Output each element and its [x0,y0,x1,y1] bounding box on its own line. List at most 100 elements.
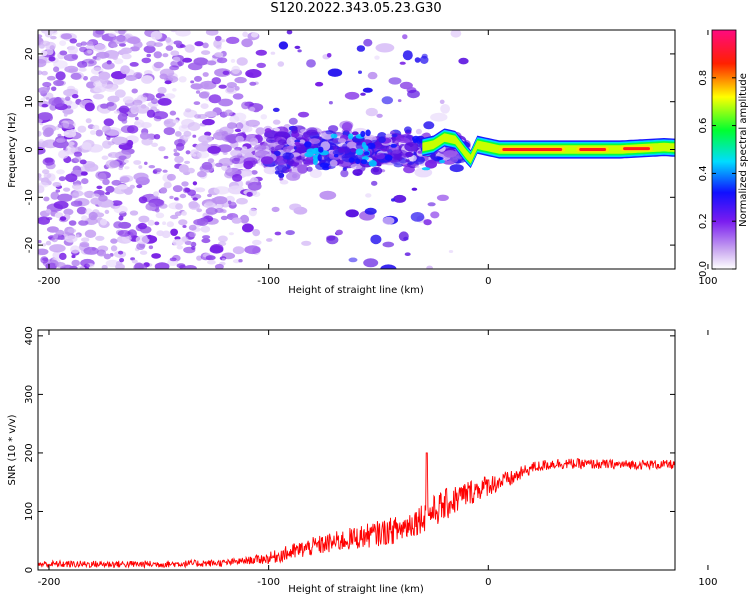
noise-blob [85,230,96,238]
noise-blob [272,207,280,212]
noise-blob [231,66,240,74]
noise-blob [93,44,106,52]
ridge-core [579,148,606,151]
noise-blob [96,130,103,137]
noise-blob [207,60,216,65]
noise-blob [100,76,109,84]
noise-blob [215,36,222,42]
noise-blob [248,182,262,191]
noise-blob [247,72,254,77]
noise-blob [449,250,453,253]
noise-blob [93,94,104,100]
noise-blob [96,186,102,190]
noise-blob [191,246,195,250]
noise-blob [58,150,69,159]
noise-blob [412,188,418,191]
noise-blob [318,154,322,161]
noise-blob [173,41,182,45]
noise-blob [155,208,160,212]
colorbar-tick-label: 0.0 [698,261,709,277]
noise-blob [85,103,95,112]
noise-blob [304,141,311,147]
noise-blob [278,139,287,145]
noise-blob [185,44,195,53]
noise-blob [415,165,419,168]
noise-blob [119,156,127,160]
noise-blob [266,238,273,242]
noise-blob [319,191,336,200]
noise-blob [92,56,97,59]
noise-blob [328,69,342,77]
noise-blob [56,71,66,80]
noise-blob [218,99,233,107]
noise-blob [366,108,378,116]
noise-blob [123,96,134,103]
noise-blob [256,50,267,56]
noise-blob [271,147,275,150]
noise-blob [404,126,412,133]
noise-blob [34,59,47,67]
noise-blob [178,139,182,142]
noise-blob [142,58,152,64]
noise-blob [165,37,171,43]
noise-blob [207,260,216,265]
y-tick-label: 10 [24,95,35,108]
noise-blob [363,88,373,93]
noise-blob [136,235,150,244]
noise-blob [422,167,430,170]
y-tick-label: 20 [24,48,35,61]
noise-blob [233,246,245,254]
colorbar-tick-label: 0.8 [698,70,709,86]
noise-blob [244,245,260,254]
noise-blob [112,55,118,60]
noise-blob [197,171,207,177]
noise-blob [303,131,310,137]
noise-blob [297,49,301,52]
noise-blob [119,258,124,262]
noise-blob [119,106,129,114]
noise-blob [296,158,301,161]
noise-blob [348,133,353,139]
noise-blob [71,73,82,80]
noise-blob [151,31,162,40]
noise-blob [53,80,64,86]
noise-blob [363,145,368,150]
noise-blob [246,192,252,197]
noise-blob [349,157,355,162]
noise-blob [146,41,156,47]
noise-blob [218,236,228,243]
noise-blob [393,195,406,203]
noise-blob [261,114,268,119]
colorbar-tick-label: 0.6 [698,118,709,134]
noise-blob [80,160,87,165]
noise-blob [162,221,166,225]
noise-blob [313,159,318,165]
noise-blob [155,168,162,172]
noise-blob [405,252,411,256]
noise-blob [415,57,421,63]
noise-blob [71,201,83,207]
noise-blob [77,61,87,68]
noise-blob [93,86,106,93]
noise-blob [51,87,56,92]
noise-blob [246,135,256,142]
noise-blob [148,199,164,207]
noise-blob [440,100,445,104]
noise-blob [71,255,75,258]
noise-blob [249,107,255,112]
noise-blob [458,58,468,65]
y-tick-label: -10 [24,189,35,205]
noise-blob [143,93,149,98]
noise-blob [140,132,150,139]
noise-blob [234,77,246,83]
noise-blob [111,245,117,251]
noise-blob [98,195,108,202]
noise-blob [396,134,414,143]
noise-blob [87,50,92,54]
noise-blob [210,245,224,253]
noise-blob [199,92,209,99]
noise-blob [207,146,221,154]
noise-blob [106,136,110,140]
noise-blob [437,195,449,201]
noise-blob [153,111,168,119]
